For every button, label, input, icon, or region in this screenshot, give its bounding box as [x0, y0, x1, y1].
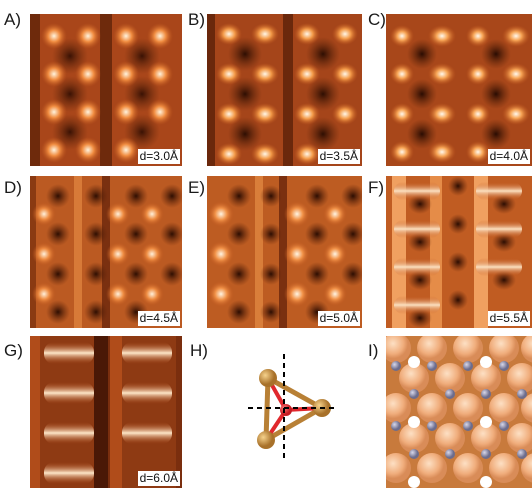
stm-map	[386, 14, 532, 166]
stm-map	[207, 176, 362, 328]
distance-label: d=3.0Å	[137, 149, 180, 164]
stm-map	[386, 176, 532, 328]
molecule-diagram	[240, 352, 350, 462]
stm-map	[207, 14, 362, 166]
stm-image-f: d=5.5Å	[386, 176, 532, 328]
stm-image-e: d=5.0Å	[207, 176, 362, 328]
stm-map	[30, 176, 182, 328]
panel-label: A)	[4, 10, 21, 29]
panel-label: H)	[190, 341, 208, 360]
distance-label: d=3.5Å	[317, 149, 360, 164]
distance-label: d=5.5Å	[487, 311, 530, 326]
adsorbate-atoms	[391, 361, 527, 459]
panel-label: I)	[368, 341, 379, 360]
distance-label: d=6.0Å	[137, 471, 180, 486]
stm-image-a: d=3.0Å	[30, 14, 182, 166]
gold-atom	[259, 369, 277, 387]
stm-image-d: d=4.5Å	[30, 176, 182, 328]
surface-lattice	[386, 336, 532, 488]
stm-map	[30, 14, 182, 166]
distance-label: d=5.0Å	[317, 311, 360, 326]
panel-label: F)	[368, 178, 385, 197]
stm-map	[30, 336, 182, 488]
gold-atom	[257, 431, 275, 449]
surface-atoms	[386, 336, 532, 483]
tetrahedral-molecule	[248, 354, 336, 460]
vacancy-holes	[408, 356, 492, 488]
panel-label: D)	[4, 178, 22, 197]
panel-label: C)	[368, 10, 386, 29]
central-atom	[280, 404, 292, 416]
stm-image-g: d=6.0Å	[30, 336, 182, 488]
stm-image-b: d=3.5Å	[207, 14, 362, 166]
stm-image-c: d=4.0Å	[386, 14, 532, 166]
distance-label: d=4.0Å	[487, 149, 530, 164]
panel-label: E)	[188, 178, 205, 197]
surface-model	[386, 336, 532, 488]
panel-label: G)	[4, 341, 23, 360]
distance-label: d=4.5Å	[137, 311, 180, 326]
panel-label: B)	[188, 10, 205, 29]
